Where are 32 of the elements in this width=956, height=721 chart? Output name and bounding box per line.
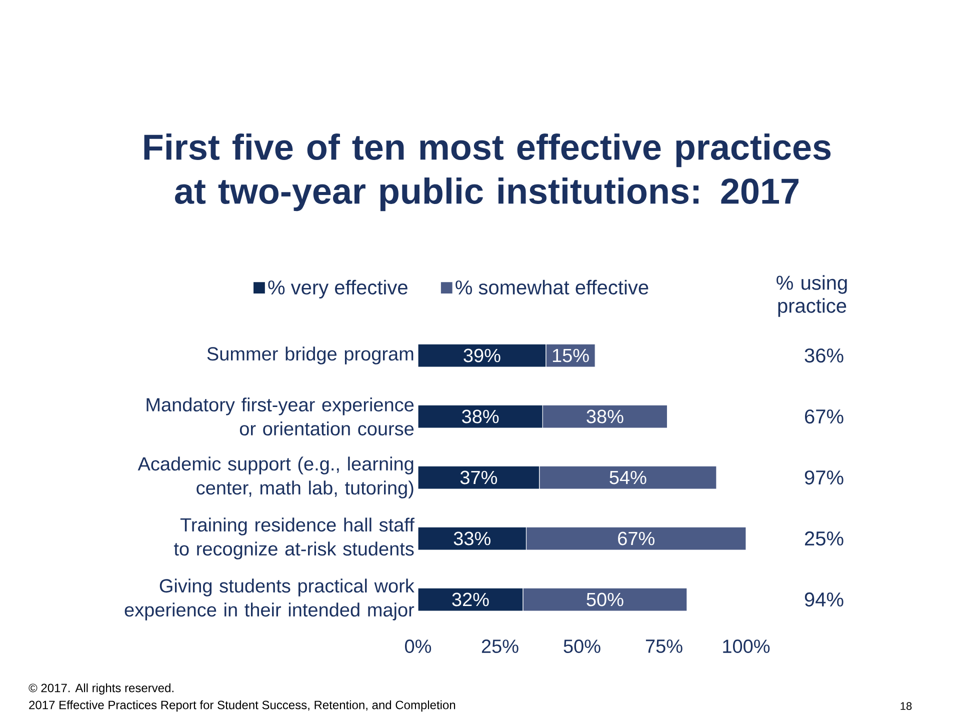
y-tick-label: Giving students practical work experience in their intended major — [124, 578, 414, 620]
x-tick-label: 100% — [723, 640, 770, 653]
y-tick-label: Academic support (e.g., learning center, math lab, tutoring) — [138, 456, 414, 498]
chart-title: First five of ten most effective practices at two-year public institutions: 2017 — [144, 134, 831, 212]
x-tick-label: 0% — [405, 640, 432, 653]
text: 25% — [804, 531, 844, 546]
y-tick-label: Training residence hall staff to recognize at-risk students — [174, 518, 414, 560]
data-label: 50% — [586, 592, 624, 606]
text: 97% — [804, 470, 844, 485]
text: 67% — [805, 409, 844, 424]
text: 94% — [804, 592, 844, 607]
text: % using practice — [776, 275, 847, 317]
legend-label: % very effective — [268, 280, 408, 298]
x-tick-label: 75% — [646, 640, 682, 653]
text: © 2017. All rights reserved. — [28, 683, 174, 695]
y-tick-label: Mandatory first-year experience or orientation course — [146, 398, 414, 436]
data-label: 33% — [454, 532, 490, 546]
x-tick-label: 50% — [564, 640, 600, 653]
data-label: 54% — [610, 470, 646, 484]
x-tick-label: 25% — [482, 640, 518, 653]
text: 36% — [804, 348, 844, 363]
data-label: 67% — [618, 532, 654, 546]
data-label: 38% — [462, 410, 499, 424]
text: 2017 Effective Practices Report for Student Success, Retention, and Completion — [29, 700, 456, 712]
text: 18 — [900, 702, 912, 710]
data-label: 39% — [464, 348, 500, 362]
data-label: 32% — [452, 592, 489, 606]
data-label: 37% — [460, 470, 498, 484]
data-label: 38% — [586, 410, 624, 424]
legend-label: % somewhat effective — [456, 280, 648, 295]
y-tick-label: Summer bridge program — [207, 346, 414, 364]
data-label: 15% — [552, 348, 589, 362]
